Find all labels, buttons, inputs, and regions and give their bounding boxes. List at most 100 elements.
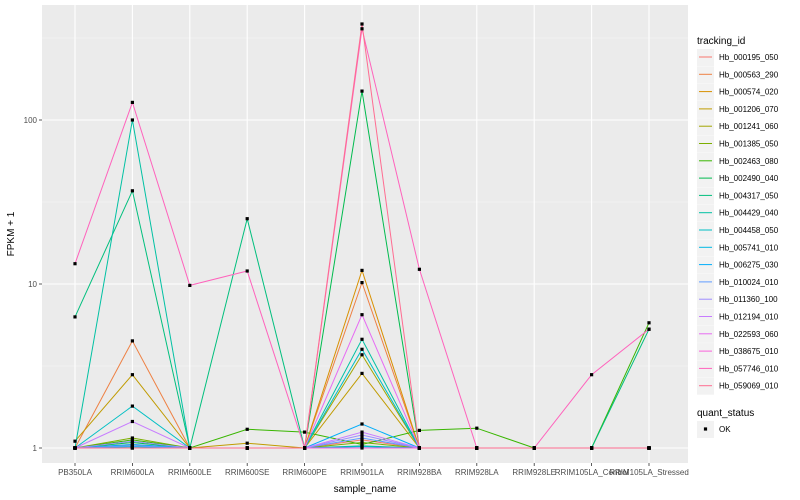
legend-label: Hb_011360_100 (719, 295, 778, 304)
data-point (532, 446, 536, 450)
data-point (360, 446, 364, 450)
y-tick-label: 1 (33, 444, 38, 453)
data-point (360, 440, 364, 445)
data-point (245, 427, 249, 431)
legend-title: tracking_id (697, 36, 745, 47)
x-axis: PB350LA RRIM600LA RRIM600LE RRIM600SE RRIM60… (58, 463, 689, 477)
data-point (360, 313, 364, 317)
legend-item: Hb_038675_010 (697, 343, 779, 361)
legend: tracking_id Hb_000195_050Hb_000563_290Hb… (697, 36, 779, 438)
data-point (130, 100, 134, 104)
data-point (73, 439, 77, 443)
shape-legend-title: quant_status (697, 408, 754, 419)
data-point (130, 404, 134, 408)
legend-item: Hb_057746_010 (697, 360, 779, 378)
x-tick-label: RRIM105LA_Control (555, 468, 629, 477)
data-point (188, 446, 192, 450)
data-point (360, 436, 364, 440)
data-point (130, 436, 134, 440)
legend-label: Hb_004458_050 (719, 226, 779, 235)
data-point (130, 446, 134, 450)
y-tick-label: 100 (24, 116, 38, 125)
legend-item: Hb_022593_060 (697, 325, 779, 343)
data-point (360, 347, 364, 351)
data-point (130, 444, 134, 448)
data-point (130, 118, 134, 122)
data-point (647, 327, 651, 331)
legend-item: Hb_006275_030 (697, 256, 779, 274)
x-tick-label: RRIM600LE (168, 468, 212, 477)
data-point (245, 217, 249, 221)
data-point (360, 422, 364, 426)
data-point (360, 268, 364, 272)
legend-label: Hb_000574_020 (719, 88, 779, 97)
legend-label: Hb_002490_040 (719, 174, 779, 183)
legend-label: Hb_001241_060 (719, 122, 779, 131)
y-axis-title: FPKM + 1 (6, 211, 17, 256)
data-point (360, 353, 364, 357)
data-point (360, 371, 364, 375)
legend-label: OK (719, 425, 731, 434)
data-point (647, 446, 651, 450)
data-point (73, 315, 77, 319)
legend-item: Hb_005741_010 (697, 239, 779, 257)
x-tick-label: PB350LA (58, 468, 92, 477)
legend-label: Hb_010024_010 (719, 278, 779, 287)
data-point (73, 446, 77, 450)
legend-point-swatch (703, 427, 708, 431)
data-point (130, 373, 134, 377)
data-point (130, 189, 134, 193)
y-axis: 1 10 100 (24, 116, 42, 453)
legend-item: Hb_004317_050 (697, 187, 779, 205)
legend-label: Hb_004429_040 (719, 209, 779, 218)
data-point (360, 22, 364, 26)
legend-items: Hb_000195_050 Hb_000563_290 Hb_000574_020 H… (697, 49, 779, 395)
data-point (647, 321, 651, 325)
legend-item: Hb_010024_010 (697, 273, 779, 291)
legend-label: Hb_001385_050 (719, 140, 779, 149)
x-tick-label: RRIM600PE (282, 468, 326, 477)
legend-label: Hb_004317_050 (719, 191, 779, 200)
legend-label: Hb_005741_010 (719, 243, 779, 252)
plot-panel (42, 5, 688, 463)
grid (42, 5, 688, 463)
legend-item: Hb_000195_050 (697, 49, 779, 66)
x-tick-label: RRIM928LA (455, 468, 499, 477)
data-point (417, 428, 421, 432)
legend-label: Hb_012194_010 (719, 313, 779, 322)
data-point (360, 27, 364, 31)
data-point (360, 438, 364, 442)
data-point (360, 337, 364, 341)
data-point (73, 262, 77, 266)
legend-label: Hb_059069_010 (719, 382, 779, 391)
x-tick-label: RRIM928BA (397, 468, 442, 477)
data-point (245, 269, 249, 273)
data-point (360, 433, 364, 437)
y-tick-label: 10 (28, 280, 37, 289)
data-point (303, 446, 307, 450)
legend-item: Hb_011360_100 (697, 291, 778, 309)
data-point (417, 446, 421, 450)
legend-item: Hb_001206_070 (697, 100, 779, 118)
data-point (360, 430, 364, 434)
data-point (245, 441, 249, 445)
x-axis-title: sample_name (334, 484, 397, 495)
legend-label: Hb_057746_010 (719, 364, 779, 373)
data-point (590, 373, 594, 377)
legend-label: Hb_002463_080 (719, 157, 779, 166)
data-point (130, 419, 134, 424)
legend-label: Hb_000563_290 (719, 70, 779, 79)
legend-label: Hb_038675_010 (719, 347, 779, 356)
x-tick-label: RRIM901LA (340, 468, 384, 477)
data-point (360, 281, 364, 285)
x-tick-label: RRIM600SE (225, 468, 269, 477)
data-point (245, 446, 249, 450)
data-point (130, 439, 134, 443)
shape-legend-items: OK (697, 421, 731, 438)
data-point (130, 339, 134, 343)
legend-item: Hb_000563_290 (697, 66, 779, 84)
legend-item: Hb_000574_020 (697, 83, 779, 101)
x-tick-label: RRIM928LE (512, 468, 556, 477)
legend-label: Hb_006275_030 (719, 261, 779, 270)
